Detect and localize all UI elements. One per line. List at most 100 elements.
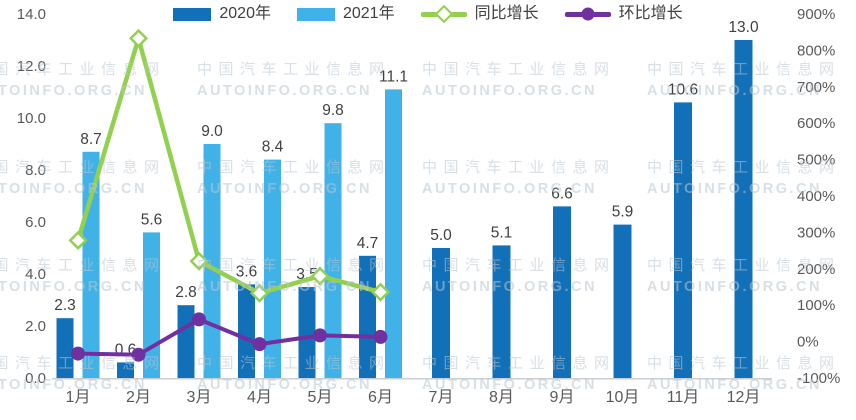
watermark-text-cn: 中国汽车工业信息网 [422, 61, 616, 78]
bar-value-label: 5.6 [141, 211, 163, 228]
yoy-diamond-marker [310, 266, 330, 286]
x-axis-label-10月: 10月 [606, 389, 640, 406]
bar-2021-6月 [385, 89, 402, 379]
bar-2020-1月 [56, 318, 74, 378]
legend-item-2020: 2020年 [173, 6, 271, 22]
legend-item-yoy-growth: 同比增长 [420, 4, 539, 24]
diamond-marker-icon [434, 4, 453, 24]
watermark-text-url: AUTOINFO.ORG.CN [0, 181, 147, 197]
bar-2021-3月 [203, 144, 221, 378]
watermark-text-url: AUTOINFO.ORG.CN [647, 181, 822, 197]
bar-2020-2月 [117, 362, 134, 378]
right-axis-tick: 400% [797, 188, 835, 205]
yoy-growth-line [75, 36, 383, 296]
legend-swatch-2020-bar [173, 7, 212, 21]
watermark-text-url: AUTOINFO.ORG.CN [647, 279, 822, 295]
circle-marker-icon [581, 7, 595, 21]
bar-value-label: 5.0 [430, 227, 452, 244]
mom-circle-marker [192, 312, 206, 327]
left-axis-tick: 0.0 [25, 370, 46, 387]
right-axis-tick: 700% [797, 79, 835, 96]
left-axis-tick: 14.0 [17, 6, 46, 23]
legend-label-2021: 2021年 [342, 5, 395, 22]
legend-swatch-mom-line [564, 6, 611, 22]
right-axis-tick: 300% [797, 224, 835, 241]
right-axis-tick: 900% [797, 6, 835, 23]
watermark-text-url: AUTOINFO.ORG.CN [0, 279, 147, 295]
bar-value-label: 2.8 [175, 284, 197, 301]
yoy-diamond-marker [370, 282, 391, 302]
bar-value-label: 8.7 [80, 131, 102, 148]
bar-2020-7月 [432, 248, 450, 378]
bar-value-label: 5.1 [491, 224, 513, 241]
legend-swatch-2021-bar [296, 7, 335, 21]
mom-circle-marker [313, 328, 327, 343]
bar-value-label: 6.6 [551, 185, 573, 202]
bar-2020-9月 [553, 206, 571, 378]
yoy-diamond-marker [249, 283, 270, 303]
yoy-diamond-marker [128, 28, 149, 48]
bar-value-label: 5.9 [612, 204, 634, 221]
legend-label-yoy: 同比增长 [474, 5, 539, 22]
bar-value-label: 10.6 [668, 81, 698, 98]
left-axis-tick: 2.0 [25, 318, 46, 335]
bar-value-label: 4.7 [357, 235, 379, 252]
x-axis-label-11月: 11月 [667, 389, 700, 406]
left-axis-tick: 8.0 [25, 162, 46, 179]
bar-value-label: 9.0 [201, 123, 223, 140]
bar-value-label: 8.4 [262, 139, 284, 156]
watermark-text-url: AUTOINFO.ORG.CN [197, 181, 372, 197]
legend-item-2021: 2021年 [296, 5, 395, 22]
yoy-diamond-marker [189, 251, 209, 271]
mom-circle-marker [131, 347, 146, 362]
legend-label-2020: 2020年 [219, 5, 271, 22]
x-axis-label-8月: 8月 [489, 389, 514, 406]
legend-label-mom: 环比增长 [618, 5, 683, 22]
x-axis-label-6月: 6月 [368, 389, 393, 406]
bar-value-label: 9.8 [322, 102, 344, 119]
left-axis-tick: 6.0 [25, 214, 46, 231]
legend-item-mom-growth: 环比增长 [564, 5, 683, 22]
x-axis-label-7月: 7月 [429, 389, 454, 406]
bar-value-label: 2.3 [54, 297, 76, 314]
right-axis-tick: 200% [797, 261, 835, 278]
watermark-text-url: AUTOINFO.ORG.CN [422, 83, 597, 99]
right-axis-tick: 600% [797, 115, 835, 132]
left-axis-tick: 4.0 [25, 266, 46, 283]
yoy-diamond-marker [68, 230, 88, 250]
watermark-text-cn: 中国汽车工业信息网 [422, 355, 616, 372]
left-axis-tick: 12.0 [17, 58, 46, 75]
x-axis-label-1月: 1月 [66, 389, 91, 406]
x-axis-label-12月: 12月 [727, 389, 761, 406]
right-axis-tick: 100% [797, 297, 835, 314]
bar-2021-2月 [143, 232, 160, 378]
mom-circle-marker [71, 346, 85, 361]
bar-2020-6月 [359, 255, 376, 378]
mom-growth-line [76, 317, 383, 357]
watermark-text-cn: 中国汽车工业信息网 [422, 159, 616, 176]
x-axis-label-9月: 9月 [550, 389, 575, 406]
bar-2020-3月 [177, 305, 195, 378]
mom-circle-marker [252, 337, 267, 352]
watermark-text-url: AUTOINFO.ORG.CN [197, 83, 372, 99]
watermark-text-cn: 中国汽车工业信息网 [422, 257, 616, 274]
chart-legend: 2020年 2021年 同比增长 环比增长 [0, 4, 856, 24]
watermark-text-cn: 中国汽车工业信息网 [197, 159, 391, 176]
bar-2021-4月 [264, 159, 281, 378]
right-axis-tick: 0% [797, 334, 819, 351]
bar-value-label: 11.1 [379, 68, 408, 85]
x-axis-label-5月: 5月 [308, 389, 333, 406]
bar-2021-5月 [324, 123, 342, 378]
bar-2020-4月 [238, 284, 255, 378]
watermark-text-cn: 中国汽车工业信息网 [197, 61, 391, 78]
legend-swatch-yoy-line [420, 4, 467, 24]
x-axis-label-3月: 3月 [187, 389, 212, 406]
bar-2020-10月 [613, 224, 632, 378]
bar-2021-1月 [82, 151, 100, 378]
bar-2020-11月 [674, 102, 692, 379]
left-axis-tick: 10.0 [17, 110, 46, 127]
right-axis-tick: 800% [797, 42, 835, 59]
bar-2020-8月 [492, 245, 511, 378]
